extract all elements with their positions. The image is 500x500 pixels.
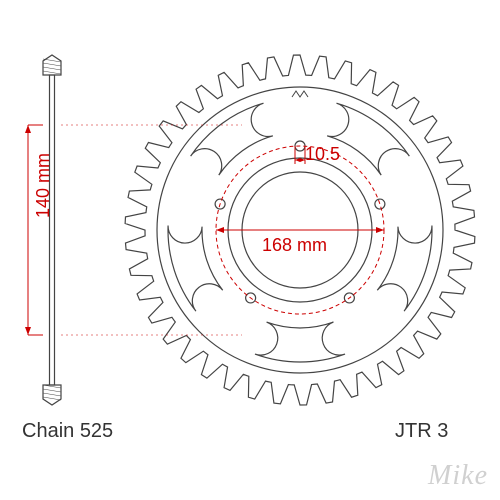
chain-label: Chain 525 (22, 420, 113, 443)
part-number-label: JTR 3 (395, 420, 448, 443)
bolt-diameter-label: 10.5 (305, 144, 340, 165)
height-dim-label: 140 mm (33, 153, 54, 218)
diagram-container: Chain 525 JTR 3 140 mm 168 mm 10.5 Mike (0, 0, 500, 500)
center-diameter-label: 168 mm (262, 235, 327, 256)
watermark-text: Mike (428, 460, 488, 492)
